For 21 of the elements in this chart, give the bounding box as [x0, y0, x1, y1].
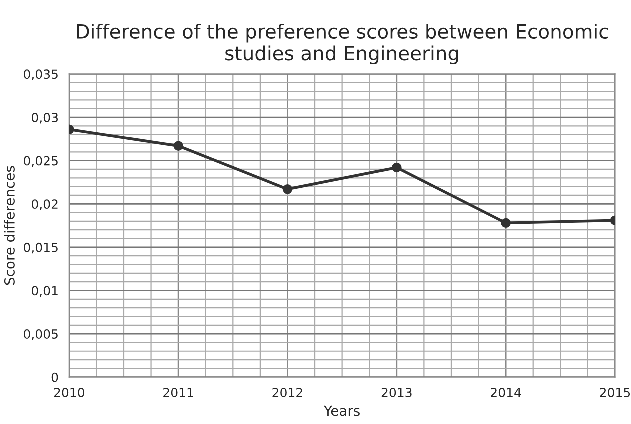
x-tick-label: 2014: [491, 388, 522, 398]
y-tick-label: 0,015: [24, 242, 58, 254]
point: [501, 218, 511, 228]
y-tick-label: 0,02: [32, 200, 58, 210]
y-axis-title: Score differences: [4, 166, 15, 286]
x-axis-title: Years: [324, 406, 360, 416]
x-tick-label: 2010: [54, 388, 84, 398]
y-tick-label: 0,01: [32, 286, 58, 297]
y-tick-label: 0,025: [24, 156, 58, 168]
y-tick-label: 0,005: [24, 330, 58, 340]
x-tick-label: 2012: [272, 388, 302, 398]
y-tick-label: 0,03: [32, 112, 58, 124]
x-tick-label: 2013: [382, 388, 412, 398]
point: [282, 184, 293, 194]
point: [392, 162, 402, 173]
chart-title: Difference of the preference scores between Economic studies and Engineering: [77, 24, 608, 65]
x-tick-label: 2015: [600, 388, 630, 398]
y-tick-label: 0: [52, 372, 58, 382]
y-tick-label: 0,035: [24, 70, 58, 80]
x-tick-label: 2011: [164, 388, 194, 398]
point: [174, 141, 184, 151]
